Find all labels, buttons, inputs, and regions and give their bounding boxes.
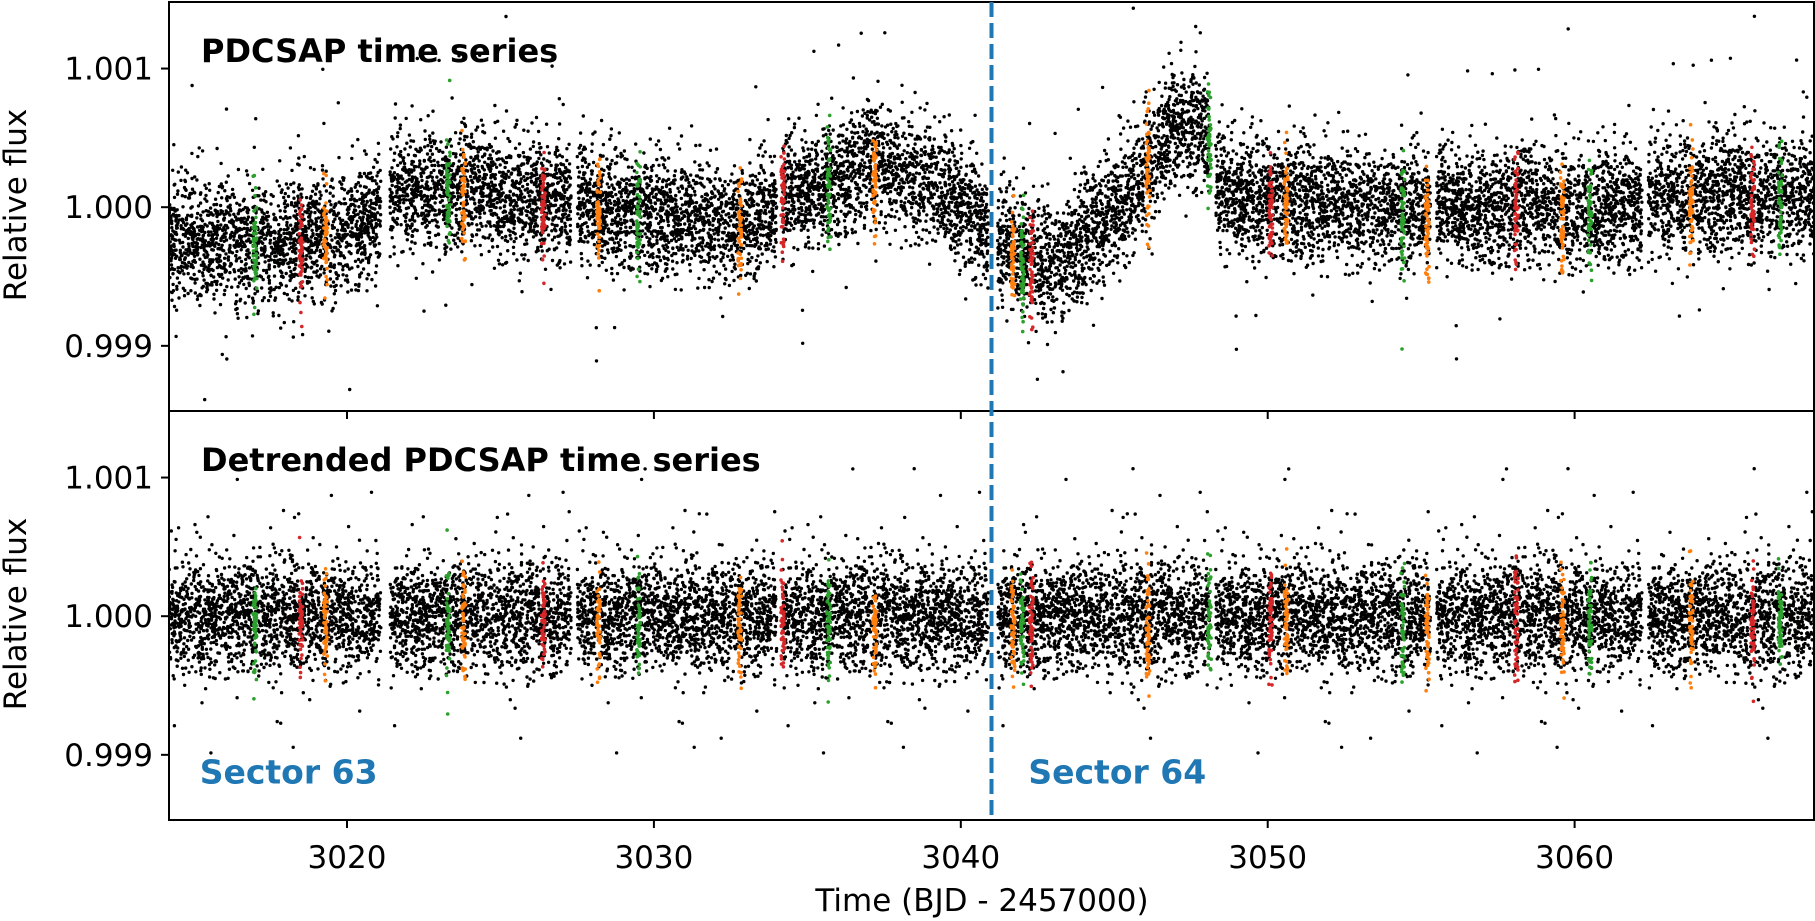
detrended-axes: 0.999 1.000 1.001 — [64, 410, 1815, 828]
transit-marker-orange — [460, 128, 468, 262]
transit-marker-green — [825, 557, 833, 704]
transit-marker-red — [539, 150, 548, 286]
transit-marker-orange — [1144, 551, 1152, 698]
transit-marker-red — [297, 198, 305, 329]
transit-marker-green — [1399, 561, 1407, 684]
transit-marker-red — [1512, 554, 1520, 684]
transit-marker-orange — [1423, 164, 1431, 284]
detrended-panel: 0.999 1.000 1.001 Detrended PDCSAP time se… — [0, 410, 1815, 828]
y-tick-label: 1.001 — [64, 461, 153, 497]
pdcsap-y-axis-label: Relative flux — [0, 109, 34, 301]
transit-marker-red — [1267, 151, 1275, 258]
y-tick-label: 0.999 — [64, 329, 153, 365]
transit-marker-orange — [1687, 549, 1695, 690]
x-tick-label: 3050 — [1228, 840, 1307, 876]
x-tick-label: 3020 — [308, 840, 387, 876]
x-tick-label: 3060 — [1535, 840, 1614, 876]
transit-marker-red — [1267, 571, 1275, 687]
transit-marker-green — [1205, 82, 1214, 211]
transit-marker-orange — [1558, 560, 1567, 700]
transit-marker-orange — [1009, 193, 1017, 298]
transit-marker-orange — [321, 171, 330, 300]
transit-marker-red — [539, 561, 548, 669]
transit-marker-orange — [1558, 162, 1566, 275]
transit-marker-green — [444, 528, 452, 716]
transit-marker-green — [1776, 139, 1784, 256]
pdcsap-panel-title: PDCSAP time series — [201, 32, 558, 70]
y-tick-label: 0.999 — [64, 738, 153, 774]
transit-marker-orange — [595, 560, 603, 685]
transit-marker-green — [1018, 572, 1026, 687]
sector-64-label: Sector 64 — [1028, 752, 1206, 791]
transit-marker-green — [825, 113, 833, 251]
transit-marker-red — [1512, 150, 1520, 272]
transit-marker-green — [251, 173, 259, 317]
transit-marker-orange — [321, 567, 330, 683]
transit-marker-orange — [1423, 573, 1431, 693]
sector-63-label: Sector 63 — [200, 752, 378, 791]
detrended-panel-title: Detrended PDCSAP time series — [201, 441, 761, 479]
transit-marker-orange — [871, 139, 879, 246]
transit-marker-red — [1749, 559, 1757, 704]
transit-marker-orange — [460, 559, 468, 681]
pdcsap-points — [169, 6, 1814, 402]
transit-marker-orange — [595, 157, 603, 293]
transit-marker-green — [635, 554, 643, 675]
transit-marker-red — [1749, 145, 1757, 258]
x-axis-label: Time (BJD - 2457000) — [814, 883, 1148, 919]
y-tick-label: 1.000 — [64, 599, 153, 635]
x-axis: 3020 3030 3040 3050 3060 — [308, 840, 1615, 876]
transit-marker-green — [1018, 193, 1026, 334]
transit-marker-red — [1027, 209, 1036, 332]
transit-marker-red — [779, 539, 787, 669]
transit-marker-green — [635, 150, 643, 284]
transit-marker-green — [1586, 560, 1594, 676]
detrended-y-axis-label: Relative flux — [0, 518, 34, 710]
transit-marker-orange — [1687, 122, 1695, 267]
transit-marker-green — [1586, 158, 1594, 283]
flux-point-cloud — [169, 6, 1814, 402]
transit-marker-green — [1399, 148, 1407, 351]
transit-marker-orange — [736, 575, 744, 691]
y-tick-label: 1.000 — [64, 190, 153, 226]
detrended-points — [169, 467, 1814, 755]
x-tick-label: 3040 — [921, 840, 1000, 876]
y-tick-label: 1.001 — [64, 52, 153, 88]
transit-marker-orange — [736, 166, 744, 296]
transit-marker-red — [297, 535, 305, 680]
transit-marker-green — [444, 78, 452, 245]
flux-point-cloud — [169, 467, 1814, 755]
transit-marker-orange — [1144, 88, 1152, 249]
pdcsap-panel: 0.999 1.000 1.001 PDCSAP time series Relat… — [0, 1, 1815, 419]
transit-marker-orange — [871, 594, 879, 690]
transit-marker-red — [779, 144, 787, 264]
transit-marker-green — [1776, 557, 1784, 666]
transit-marker-green — [1205, 552, 1214, 672]
transit-marker-red — [1027, 560, 1035, 689]
transit-marker-orange — [1282, 547, 1290, 676]
transit-marker-orange — [1009, 568, 1017, 689]
transit-marker-green — [251, 586, 259, 701]
x-tick-label: 3030 — [614, 840, 693, 876]
transit-marker-orange — [1282, 130, 1290, 245]
